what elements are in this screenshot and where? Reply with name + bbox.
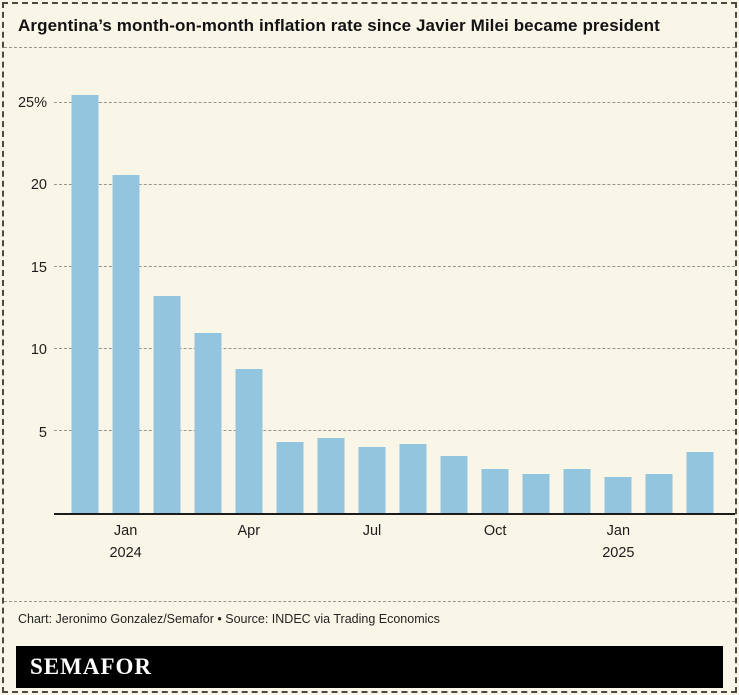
x-tick-label: Oct bbox=[484, 521, 507, 543]
x-tick-label: Apr bbox=[237, 521, 260, 543]
y-tick-label: 25% bbox=[17, 94, 47, 111]
gridline bbox=[54, 183, 735, 185]
bar-oct-2024 bbox=[481, 468, 509, 513]
gridline bbox=[54, 265, 735, 267]
x-axis-labels: Jan 2024 Apr Jul Oct Jan 2025 bbox=[64, 521, 721, 567]
x-tick-label: Jan 2025 bbox=[602, 521, 634, 565]
bar-feb-2024 bbox=[153, 296, 181, 513]
bar-dec-2024 bbox=[563, 468, 591, 513]
x-axis-spacer bbox=[4, 515, 54, 567]
plot-area bbox=[54, 70, 735, 515]
bar-apr-2024 bbox=[235, 368, 263, 513]
semafor-logo: SEMAFOR bbox=[30, 654, 152, 679]
bar-jun-2024 bbox=[317, 437, 345, 513]
bar-aug-2024 bbox=[399, 444, 427, 513]
x-tick-month: Apr bbox=[237, 523, 261, 539]
credit-line: Chart: Jeronimo Gonzalez/Semafor • Sourc… bbox=[18, 612, 440, 626]
x-tick-year: 2025 bbox=[602, 544, 635, 561]
bar-may-2024 bbox=[276, 442, 304, 513]
x-tick-month: Oct bbox=[483, 523, 507, 539]
x-tick-year: 2024 bbox=[109, 544, 142, 561]
bar-mar-2025 bbox=[686, 452, 714, 513]
x-tick-label: Jul bbox=[363, 521, 382, 543]
y-tick-label: 5 bbox=[38, 424, 47, 441]
bar-jan-2024 bbox=[112, 175, 140, 513]
x-tick-month: Jan bbox=[606, 523, 631, 539]
bar-mar-2024 bbox=[194, 332, 222, 513]
bar-nov-2024 bbox=[522, 473, 550, 513]
x-tick-month: Jan bbox=[113, 523, 138, 539]
title-divider bbox=[4, 47, 735, 48]
gridline bbox=[54, 429, 735, 431]
logo-bar: SEMAFOR bbox=[16, 646, 723, 688]
bar-feb-2025 bbox=[645, 473, 673, 513]
bar-jul-2024 bbox=[358, 447, 386, 513]
y-axis: 5 10 15 20 25% bbox=[4, 70, 54, 515]
x-tick-label: Jan 2024 bbox=[109, 521, 141, 565]
y-tick-label: 15 bbox=[30, 259, 47, 276]
bar-dec-2023 bbox=[71, 94, 99, 513]
y-tick-label: 20 bbox=[30, 177, 47, 194]
footer-divider bbox=[4, 601, 735, 602]
gridline bbox=[54, 101, 735, 103]
chart-title: Argentina’s month-on-month inflation rat… bbox=[18, 16, 660, 35]
y-tick-label: 10 bbox=[30, 342, 47, 359]
x-tick-month: Jul bbox=[362, 523, 382, 539]
x-axis: Jan 2024 Apr Jul Oct Jan 2025 bbox=[54, 515, 735, 567]
gridlines bbox=[54, 70, 735, 513]
gridline bbox=[54, 347, 735, 349]
chart-area: 5 10 15 20 25% Jan 2024 Apr Jul Oct Jan 2025 bbox=[4, 48, 735, 601]
bar-sep-2024 bbox=[440, 455, 468, 513]
bars bbox=[64, 70, 721, 513]
bar-jan-2025 bbox=[604, 476, 632, 513]
